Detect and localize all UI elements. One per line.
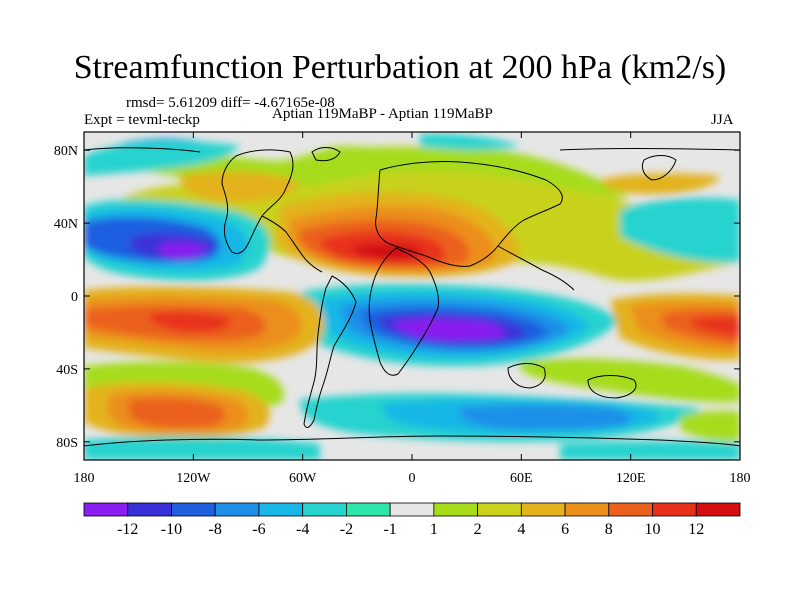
axis-ticks: 180 120W 60W 0 60E 120E 180 80N 40N 0 40S 80S: [54, 132, 751, 486]
contour-field: [84, 132, 740, 460]
colorbar-swatch: [127, 502, 172, 517]
lat-tick-label: 80S: [56, 436, 78, 451]
filled-contours: [84, 133, 740, 460]
colorbar-label: 2: [474, 521, 482, 538]
colorbar-swatch: [345, 502, 391, 517]
lat-tick-label: 0: [71, 290, 78, 305]
lon-tick-label: 0: [409, 471, 416, 486]
colorbar-label: -4: [296, 521, 309, 538]
lon-tick-label: 120W: [176, 471, 211, 486]
lon-tick-label: 60E: [510, 471, 533, 486]
colorbar-swatch: [258, 502, 304, 517]
lat-tick-label: 40S: [56, 363, 78, 378]
season-label: JJA: [711, 112, 734, 128]
lon-tick-label: 180: [730, 471, 751, 486]
colorbar-label: -8: [209, 521, 222, 538]
colorbar-swatch: [477, 502, 522, 517]
colorbar-label: 12: [688, 521, 704, 538]
experiment-label: Expt = tevml-teckp: [84, 112, 200, 128]
colorbar-swatch: [214, 502, 260, 517]
colorbar-label: 10: [645, 521, 661, 538]
lat-tick-label: 40N: [54, 217, 78, 232]
lon-tick-label: 60W: [289, 471, 317, 486]
comparison-label: Aptian 119MaBP - Aptian 119MaBP: [272, 106, 493, 122]
colorbar-swatch: [389, 502, 435, 517]
colorbar-swatch: [652, 502, 697, 517]
colorbar-label: 8: [605, 521, 613, 538]
colorbar-swatch: [608, 502, 653, 517]
colorbar-swatch: [695, 502, 741, 517]
colorbar-swatch: [83, 502, 129, 517]
colorbar-label: 6: [561, 521, 569, 538]
colorbar-label: -2: [340, 521, 353, 538]
lon-tick-label: 120E: [616, 471, 646, 486]
colorbar-swatch: [520, 502, 566, 517]
colorbar-swatch: [433, 502, 479, 517]
plot-title: Streamfunction Perturbation at 200 hPa (…: [73, 49, 727, 86]
lat-tick-label: 80N: [54, 144, 78, 159]
coastlines: [84, 147, 740, 447]
colorbar-swatch: [564, 502, 610, 517]
colorbar-label: -12: [117, 521, 138, 538]
colorbar-swatch: [171, 502, 216, 517]
colorbar-label: -10: [161, 521, 182, 538]
stats-text: rmsd= 5.61209 diff= -4.67165e-08: [126, 95, 335, 111]
colorbar-label: -6: [252, 521, 265, 538]
lon-tick-label: 180: [74, 471, 95, 486]
colorbar-swatch: [302, 502, 347, 517]
colorbar-label: -1: [383, 521, 396, 538]
colorbar: -12 -10 -8 -6 -4 -2 -1 1 2 4 6 8 10 12: [83, 502, 741, 538]
colorbar-label: 1: [430, 521, 438, 538]
colorbar-label: 4: [517, 521, 525, 538]
